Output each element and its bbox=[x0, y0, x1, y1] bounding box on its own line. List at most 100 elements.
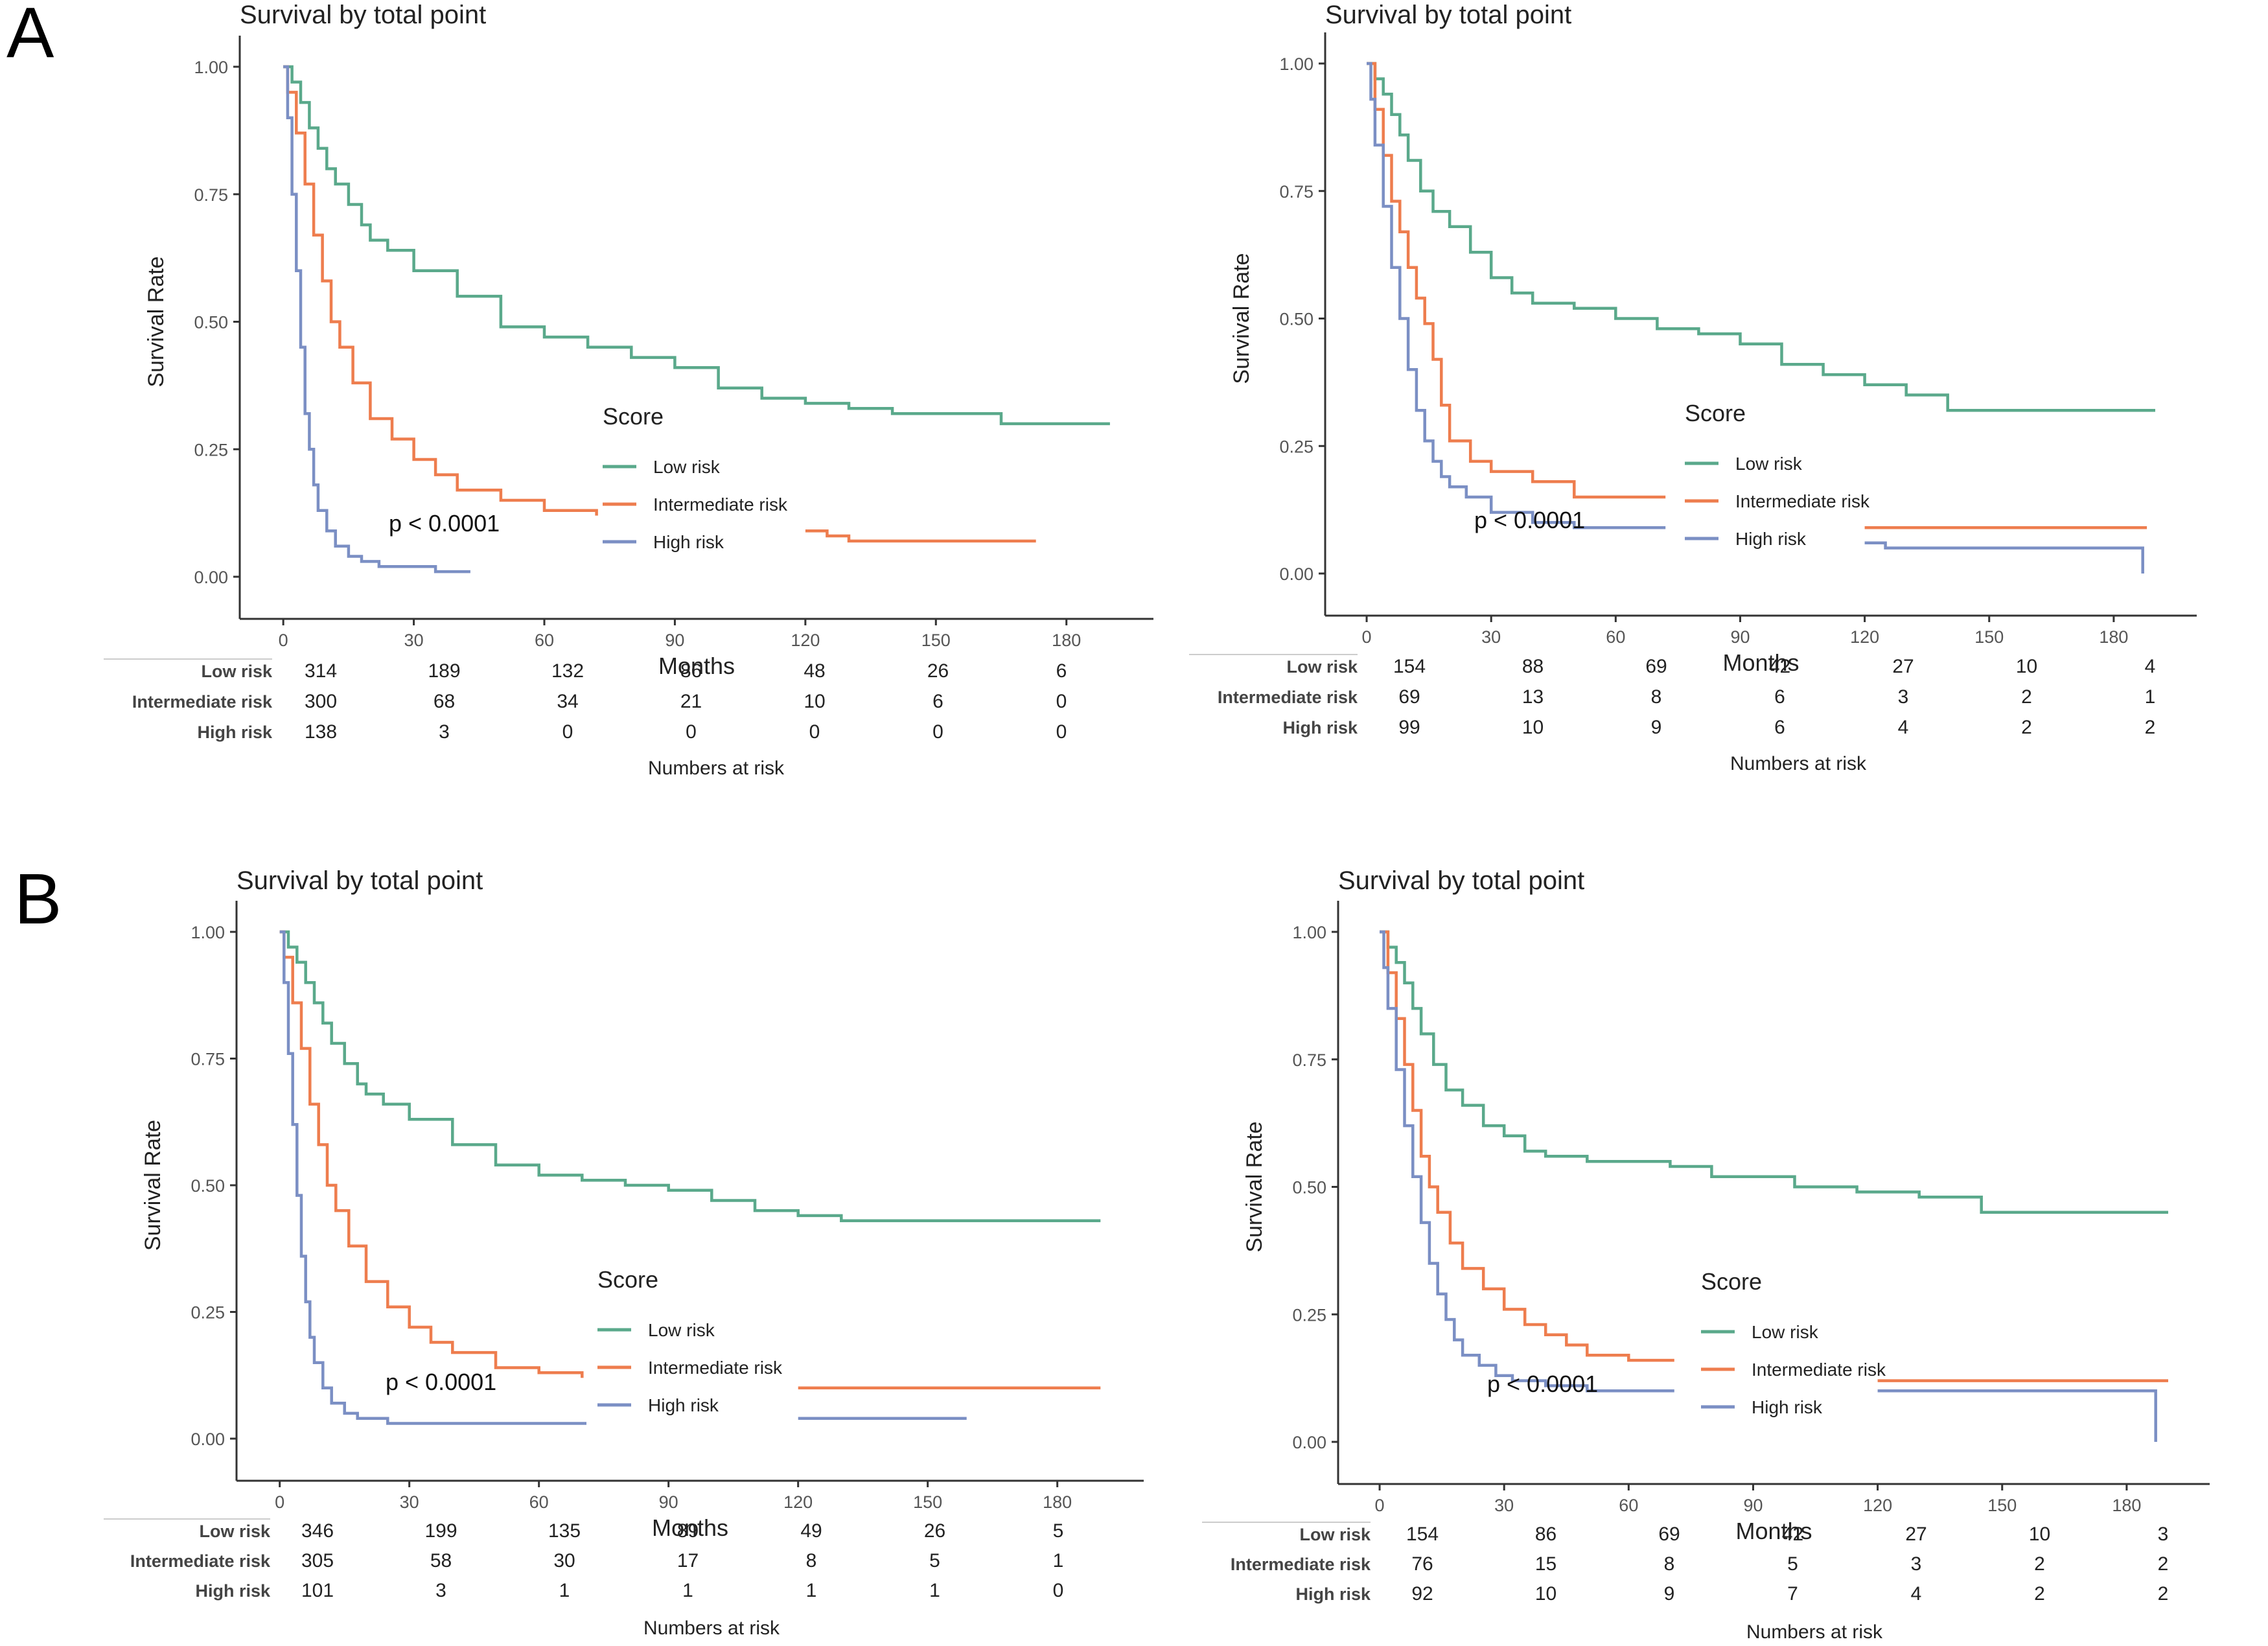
risk-table-cell: 154 bbox=[1406, 1524, 1439, 1545]
legend-label-low: Low risk bbox=[648, 1320, 715, 1340]
risk-row-label: High risk bbox=[197, 723, 273, 742]
risk-table-cell: 189 bbox=[428, 660, 460, 682]
risk-table-cell: 1 bbox=[929, 1580, 940, 1601]
risk-table-cell: 1 bbox=[2145, 686, 2156, 708]
p-value-annotation: p < 0.0001 bbox=[386, 1369, 496, 1395]
risk-table-cell: 89 bbox=[677, 1520, 699, 1542]
p-value-annotation: p < 0.0001 bbox=[389, 510, 500, 537]
x-tick-label: 150 bbox=[921, 631, 951, 650]
risk-table-cell: 7 bbox=[1787, 1583, 1798, 1605]
risk-row-label: Low risk bbox=[1299, 1525, 1371, 1544]
x-tick-label: 180 bbox=[2099, 627, 2128, 647]
risk-table-cell: 88 bbox=[1522, 656, 1544, 677]
x-tick-label: 150 bbox=[913, 1492, 942, 1512]
risk-table-cell: 69 bbox=[1645, 656, 1667, 677]
risk-table-cell: 10 bbox=[1535, 1583, 1556, 1605]
risk-table-cell: 42 bbox=[1769, 656, 1790, 677]
y-tick-label: 1.00 bbox=[194, 58, 228, 77]
risk-table-cell: 1 bbox=[682, 1580, 693, 1601]
x-tick-label: 180 bbox=[1052, 631, 1081, 650]
x-tick-label: 60 bbox=[1606, 627, 1625, 647]
legend-title: Score bbox=[603, 403, 664, 430]
risk-table-cell: 9 bbox=[1664, 1583, 1675, 1605]
legend-label-intermediate: Intermediate risk bbox=[1735, 491, 1870, 511]
survival-curve-intermediate bbox=[1380, 930, 1674, 1362]
survival-curve-low bbox=[279, 930, 1101, 1222]
risk-table-cell: 0 bbox=[932, 721, 943, 743]
x-tick-label: 0 bbox=[1362, 627, 1372, 647]
y-tick-label: 1.00 bbox=[191, 923, 225, 942]
y-tick-label: 0.75 bbox=[191, 1050, 225, 1069]
x-tick-label: 60 bbox=[1619, 1496, 1638, 1515]
km-panel-b-left: Survival by total point 0.00 0.25 0.50 0.75 1… bbox=[104, 866, 1144, 1639]
risk-row-label: High risk bbox=[1295, 1584, 1371, 1604]
risk-table-cell: 17 bbox=[677, 1550, 699, 1571]
chart-title: Survival by total point bbox=[1338, 866, 1584, 895]
y-axis-label: Survival Rate bbox=[1229, 253, 1254, 384]
risk-table-cell: 2 bbox=[2021, 717, 2032, 738]
risk-table-cell: 132 bbox=[551, 660, 584, 682]
risk-table-cell: 300 bbox=[305, 691, 337, 712]
risk-table-cell: 21 bbox=[680, 691, 702, 712]
risk-table-cell: 6 bbox=[1774, 717, 1785, 738]
survival-curve-intermediate bbox=[283, 65, 598, 516]
x-axis-label: Months bbox=[652, 1514, 728, 1541]
legend-label-intermediate: Intermediate risk bbox=[648, 1358, 783, 1378]
x-tick-label: 120 bbox=[783, 1492, 813, 1512]
risk-table-cell: 0 bbox=[686, 721, 697, 743]
y-tick-label: 0.25 bbox=[1292, 1305, 1326, 1325]
risk-table-cell: 0 bbox=[1053, 1580, 1064, 1601]
survival-curve-high bbox=[279, 930, 586, 1425]
risk-table-cell: 2 bbox=[2158, 1583, 2169, 1605]
risk-table-cell: 305 bbox=[301, 1550, 334, 1571]
x-tick-label: 30 bbox=[404, 631, 424, 650]
y-tick-label: 0.25 bbox=[194, 440, 228, 459]
x-tick-label: 90 bbox=[1743, 1496, 1763, 1515]
km-panel-b-right: Survival by total point 0.00 0.25 0.50 0.75 1… bbox=[1202, 866, 2210, 1643]
survival-curve-high bbox=[1864, 541, 2144, 574]
risk-table-cell: 1 bbox=[1053, 1550, 1064, 1571]
legend-label-intermediate: Intermediate risk bbox=[653, 494, 788, 515]
x-tick-label: 90 bbox=[659, 1492, 678, 1512]
x-tick-label: 0 bbox=[279, 631, 288, 650]
survival-curve-low bbox=[1380, 930, 2168, 1214]
survival-curve-high bbox=[283, 65, 470, 574]
risk-table-cell: 6 bbox=[1056, 660, 1067, 682]
risk-table-cell: 76 bbox=[1411, 1553, 1433, 1575]
risk-table-cell: 8 bbox=[806, 1550, 817, 1571]
panel-label-a: A bbox=[6, 0, 54, 73]
legend-title: Score bbox=[1685, 400, 1746, 426]
risk-table-cell: 4 bbox=[1898, 717, 1909, 738]
survival-curve-intermediate bbox=[279, 930, 584, 1378]
chart-title: Survival by total point bbox=[1325, 1, 1571, 29]
x-tick-label: 120 bbox=[1863, 1496, 1892, 1515]
risk-table-cell: 0 bbox=[809, 721, 820, 743]
risk-table-cell: 3 bbox=[1911, 1553, 1922, 1575]
x-tick-label: 0 bbox=[1375, 1496, 1385, 1515]
risk-table-cell: 2 bbox=[2034, 1553, 2045, 1575]
risk-table-cell: 15 bbox=[1535, 1553, 1556, 1575]
risk-table-cell: 346 bbox=[301, 1520, 334, 1542]
risk-table-cell: 8 bbox=[1664, 1553, 1675, 1575]
risk-table-cell: 58 bbox=[430, 1550, 452, 1571]
legend-label-low: Low risk bbox=[1735, 454, 1803, 474]
risk-table-cell: 49 bbox=[800, 1520, 822, 1542]
risk-table-cell: 92 bbox=[1411, 1583, 1433, 1605]
y-tick-label: 0.25 bbox=[191, 1303, 225, 1323]
risk-table-title: Numbers at risk bbox=[648, 758, 785, 779]
x-tick-label: 0 bbox=[275, 1492, 284, 1512]
risk-table-cell: 0 bbox=[1056, 691, 1067, 712]
legend-label-high: High risk bbox=[1752, 1397, 1823, 1417]
y-axis-label: Survival Rate bbox=[1242, 1121, 1267, 1252]
risk-table-cell: 5 bbox=[1053, 1520, 1064, 1542]
risk-row-label: Low risk bbox=[1286, 657, 1358, 677]
risk-table-cell: 69 bbox=[1658, 1524, 1680, 1545]
risk-table-cell: 0 bbox=[1056, 721, 1067, 743]
survival-curve-intermediate bbox=[1367, 62, 1666, 499]
risk-table-cell: 42 bbox=[1782, 1524, 1803, 1545]
risk-table-cell: 30 bbox=[553, 1550, 575, 1571]
risk-table-cell: 86 bbox=[680, 660, 702, 682]
risk-table-cell: 13 bbox=[1522, 686, 1544, 708]
km-panel-a-left: Survival by total point 0.00 0.25 0.50 0.75 1… bbox=[104, 1, 1153, 779]
